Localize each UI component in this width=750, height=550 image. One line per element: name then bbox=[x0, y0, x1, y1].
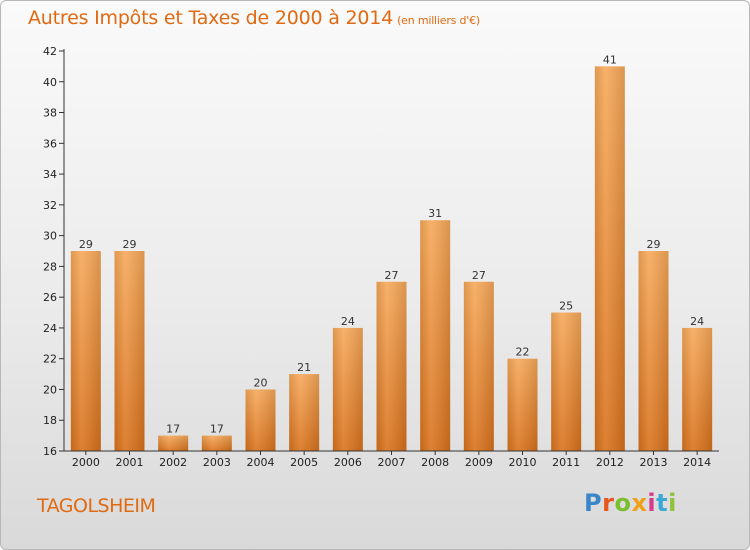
bar-shade bbox=[682, 327, 713, 451]
bar-shade bbox=[245, 389, 276, 451]
x-tick-label: 2000 bbox=[72, 456, 100, 469]
x-tick-label: 2001 bbox=[116, 456, 144, 469]
bar-value-label: 20 bbox=[254, 376, 268, 389]
y-axis: 16 18 20 22 24 26 28 30 32 34 36 38 40 42 bbox=[43, 45, 65, 458]
chart-subtitle: (en milliers d'€) bbox=[397, 14, 480, 27]
brand-logo: Proxiti bbox=[584, 489, 677, 517]
bar-value-label: 22 bbox=[516, 346, 530, 359]
y-tick-label: 26 bbox=[43, 291, 57, 304]
bar-shade bbox=[420, 220, 451, 451]
y-tick-label: 24 bbox=[43, 322, 57, 335]
x-tick-label: 2004 bbox=[247, 456, 275, 469]
bars: 29 29 17 17 20 21 24 27 31 27 22 25 41 29 24 bbox=[70, 53, 713, 451]
y-tick-label: 18 bbox=[43, 414, 57, 427]
x-tick-label: 2003 bbox=[203, 456, 231, 469]
y-tick-label: 16 bbox=[43, 445, 57, 458]
bar-value-label: 17 bbox=[166, 423, 180, 436]
brand-logo-letter: t bbox=[656, 489, 669, 517]
bar-shade bbox=[158, 435, 189, 451]
brand-logo-letter: i bbox=[647, 489, 657, 517]
bar-value-label: 25 bbox=[559, 300, 573, 313]
bar-shade bbox=[289, 374, 320, 451]
chart-title-text: Autres Impôts et Taxes de 2000 à 2014 bbox=[28, 7, 394, 29]
bar-shade bbox=[551, 312, 582, 451]
y-tick-label: 40 bbox=[43, 76, 57, 89]
brand-logo-letter: o bbox=[614, 489, 632, 517]
bar-shade bbox=[507, 358, 538, 451]
x-tick-label: 2012 bbox=[596, 456, 624, 469]
x-tick-label: 2010 bbox=[509, 456, 537, 469]
bar-value-label: 31 bbox=[428, 207, 442, 220]
y-tick-label: 30 bbox=[43, 230, 57, 243]
bar-value-label: 17 bbox=[210, 423, 224, 436]
x-tick-label: 2014 bbox=[683, 456, 711, 469]
y-tick-label: 36 bbox=[43, 137, 57, 150]
x-axis: 2000 2001 2002 2003 2004 2005 2006 2007 2008 2009… bbox=[64, 450, 719, 469]
y-tick-label: 22 bbox=[43, 353, 57, 366]
bar-value-label: 27 bbox=[472, 269, 486, 282]
bar-value-label: 27 bbox=[385, 269, 399, 282]
x-tick-label: 2013 bbox=[640, 456, 668, 469]
x-tick-label: 2011 bbox=[552, 456, 580, 469]
bar-shade bbox=[638, 251, 669, 451]
bar-value-label: 29 bbox=[123, 238, 137, 251]
brand-logo-letter: x bbox=[631, 489, 648, 517]
city-label: TAGOLSHEIM bbox=[37, 495, 156, 517]
y-tick-label: 38 bbox=[43, 107, 57, 120]
bar-shade bbox=[463, 281, 494, 451]
brand-logo-letter: r bbox=[602, 489, 615, 517]
y-tick-label: 42 bbox=[43, 45, 57, 58]
bar-shade bbox=[70, 251, 101, 451]
x-tick-label: 2002 bbox=[159, 456, 187, 469]
bar-shade bbox=[332, 327, 363, 451]
bar-shade bbox=[594, 66, 625, 451]
chart-title: Autres Impôts et Taxes de 2000 à 2014 (en… bbox=[28, 7, 480, 29]
y-tick-label: 34 bbox=[43, 168, 57, 181]
bar-value-label: 24 bbox=[690, 315, 704, 328]
x-tick-label: 2005 bbox=[290, 456, 318, 469]
bar-value-label: 29 bbox=[79, 238, 93, 251]
brand-logo-letter: i bbox=[668, 489, 677, 517]
y-tick-label: 28 bbox=[43, 260, 57, 273]
x-tick-label: 2009 bbox=[465, 456, 493, 469]
bar-value-label: 41 bbox=[603, 53, 617, 66]
x-tick-label: 2006 bbox=[334, 456, 362, 469]
bar-shade bbox=[376, 281, 407, 451]
y-tick-label: 20 bbox=[43, 383, 57, 396]
bar-value-label: 29 bbox=[647, 238, 661, 251]
bar-shade bbox=[201, 435, 232, 451]
brand-logo-letter: P bbox=[584, 489, 603, 517]
y-tick-label: 32 bbox=[43, 199, 57, 212]
x-tick-label: 2007 bbox=[378, 456, 406, 469]
x-tick-label: 2008 bbox=[421, 456, 449, 469]
bar-shade bbox=[114, 251, 145, 451]
bar-value-label: 24 bbox=[341, 315, 355, 328]
bar-value-label: 21 bbox=[297, 361, 311, 374]
